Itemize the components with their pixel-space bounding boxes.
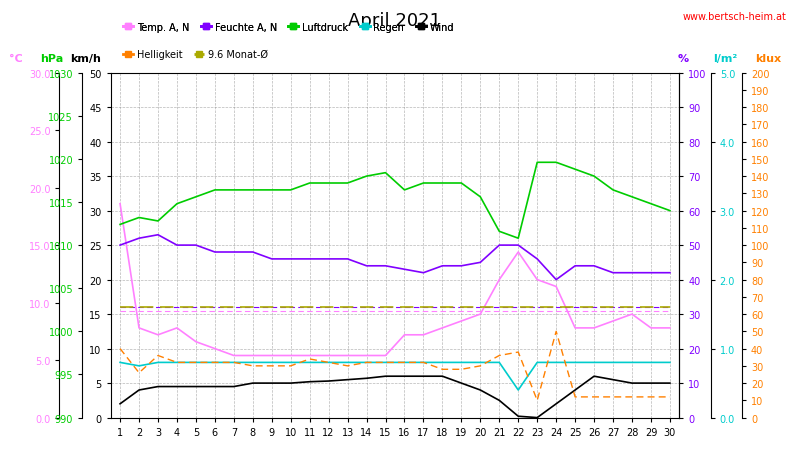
Text: °C: °C: [9, 54, 23, 64]
Text: klux: klux: [754, 54, 781, 64]
Legend: Helligkeit, 9.6 Monat-Ø: Helligkeit, 9.6 Monat-Ø: [119, 46, 272, 64]
Text: %: %: [678, 54, 689, 64]
Text: www.bertsch-heim.at: www.bertsch-heim.at: [683, 11, 786, 22]
Text: km/h: km/h: [70, 54, 101, 64]
Legend: Temp. A, N, Feuchte A, N, Luftdruck, Regen, Wind: Temp. A, N, Feuchte A, N, Luftdruck, Reg…: [119, 19, 458, 36]
Text: April 2021: April 2021: [348, 11, 442, 29]
Text: l/m²: l/m²: [713, 54, 737, 64]
Text: hPa: hPa: [40, 54, 63, 64]
